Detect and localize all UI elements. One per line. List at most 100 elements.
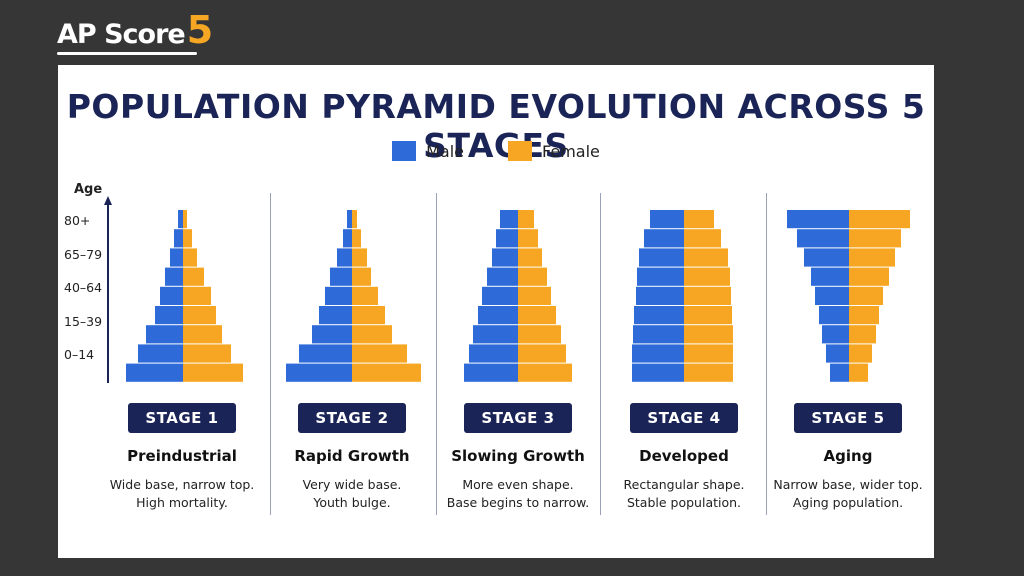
female-bar [183, 229, 192, 248]
female-bar [352, 306, 385, 325]
female-bar [352, 267, 371, 286]
female-bar [684, 210, 714, 229]
female-bar [684, 306, 732, 325]
female-bar [849, 248, 895, 267]
stage-desc-line: Narrow base, wider top. [773, 477, 923, 492]
legend-label-male: Male [426, 141, 465, 161]
female-bar [518, 248, 542, 267]
female-bar [518, 210, 534, 229]
male-bar [636, 286, 684, 305]
female-bar [849, 325, 876, 344]
male-bar [343, 229, 352, 248]
female-bar [684, 229, 721, 248]
y-axis-label: Age [74, 182, 103, 197]
female-bar [183, 210, 187, 229]
female-bar [183, 363, 243, 382]
stage-desc-line: Very wide base. [302, 477, 402, 492]
male-bar [464, 363, 518, 382]
female-bar [518, 267, 547, 286]
female-bar [183, 248, 197, 267]
stage-desc-4: Rectangular shape. Stable population. [602, 476, 766, 512]
female-bar [849, 229, 901, 248]
stage-name-2: Rapid Growth [294, 447, 410, 465]
female-bar [183, 306, 216, 325]
female-bar [849, 363, 868, 382]
legend-item-female: Female [508, 141, 600, 161]
stage-divider [766, 193, 767, 515]
y-tick-label: 15–39 [64, 314, 103, 329]
stage-name-3: Slowing Growth [451, 447, 585, 465]
male-bar [482, 286, 518, 305]
male-bar [138, 344, 183, 363]
chart-title: POPULATION PYRAMID EVOLUTION ACROSS 5 ST… [66, 87, 926, 165]
stage-divider [270, 193, 271, 515]
male-bar [178, 210, 183, 229]
female-bar [849, 267, 889, 286]
female-bar [849, 344, 872, 363]
stage-desc-2: Very wide base. Youth bulge. [270, 476, 434, 512]
male-bar [299, 344, 352, 363]
male-bar [469, 344, 518, 363]
male-bar [286, 363, 352, 382]
stage-badge-4: STAGE 4 [630, 403, 738, 433]
stage-desc-1: Wide base, narrow top. High mortality. [100, 476, 264, 512]
female-bar [352, 344, 407, 363]
male-bar [826, 344, 849, 363]
y-tick-label: 80+ [64, 213, 91, 228]
female-bar [518, 325, 561, 344]
male-bar [165, 267, 183, 286]
stage-desc-line: Rectangular shape. [623, 477, 745, 492]
brand-text: AP Score [57, 19, 186, 50]
female-bar [183, 267, 204, 286]
male-bar [632, 344, 684, 363]
female-bar [684, 363, 733, 382]
stage-divider [600, 193, 601, 515]
female-bar [518, 286, 551, 305]
stage-name-5: Aging [823, 447, 873, 465]
male-bar [330, 267, 352, 286]
y-tick-label: 65–79 [64, 247, 103, 262]
male-bar [634, 306, 684, 325]
female-bar [684, 248, 728, 267]
male-bar [637, 267, 684, 286]
y-tick-label: 40–64 [64, 280, 103, 295]
female-bar [352, 325, 392, 344]
male-bar [787, 210, 849, 229]
stage-desc-line: Aging population. [792, 495, 904, 510]
female-bar [684, 344, 733, 363]
y-axis-arrow [104, 196, 112, 205]
female-bar [849, 210, 910, 229]
stage-desc-line: Wide base, narrow top. [109, 477, 255, 492]
male-bar [170, 248, 183, 267]
male-bar [126, 363, 183, 382]
stage-desc-line: Youth bulge. [313, 495, 391, 510]
stage-divider [436, 193, 437, 515]
male-bar [830, 363, 849, 382]
legend-swatch-male [392, 141, 417, 161]
female-bar [684, 325, 733, 344]
male-bar [478, 306, 518, 325]
male-bar [644, 229, 684, 248]
stage-badge-3: STAGE 3 [464, 403, 572, 433]
male-bar [819, 306, 849, 325]
female-bar [849, 306, 879, 325]
male-bar [822, 325, 849, 344]
male-bar [492, 248, 518, 267]
stage-desc-line: More even shape. [462, 477, 574, 492]
male-bar [160, 286, 183, 305]
stage-badge-1: STAGE 1 [128, 403, 236, 433]
female-bar [352, 210, 357, 229]
stage-name-1: Preindustrial [127, 447, 237, 465]
infographic-card: POPULATION PYRAMID EVOLUTION ACROSS 5 ST… [58, 65, 934, 558]
female-bar [352, 286, 378, 305]
female-bar [518, 344, 566, 363]
stage-badge-2: STAGE 2 [298, 403, 406, 433]
stage-name-4: Developed [639, 447, 729, 465]
legend-item-male: Male [392, 141, 464, 161]
stage-desc-line: Stable population. [626, 495, 742, 510]
male-bar [325, 286, 352, 305]
stage-desc-5: Narrow base, wider top. Aging population… [766, 476, 930, 512]
male-bar [496, 229, 518, 248]
legend-swatch-female [508, 141, 533, 161]
stage-desc-3: More even shape. Base begins to narrow. [436, 476, 600, 512]
